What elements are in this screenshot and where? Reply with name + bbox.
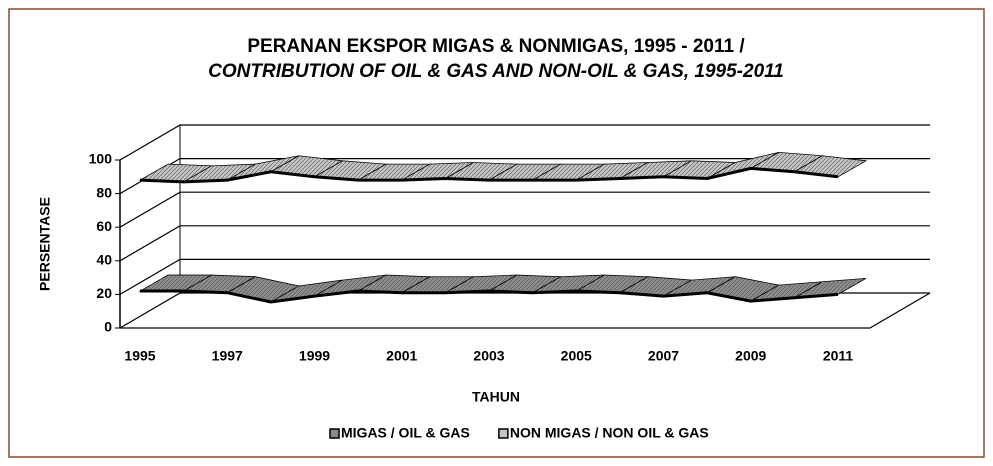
chart-title: PERANAN EKSPOR MIGAS & NONMIGAS, 1995 - … — [247, 36, 745, 57]
y-tick-label: 80 — [96, 184, 112, 200]
x-tick-label: 2001 — [386, 348, 417, 364]
ribbon-hatch — [489, 164, 561, 181]
ribbon-hatch — [619, 160, 692, 179]
ribbon-hatch — [576, 162, 648, 181]
x-tick-label: 1995 — [124, 348, 155, 364]
ribbon-hatch — [401, 276, 474, 293]
ribbon-hatch — [270, 280, 343, 302]
ribbon-hatch — [750, 281, 823, 302]
grid-line — [119, 158, 930, 195]
grid-line — [119, 191, 930, 228]
ribbon-hatch — [489, 275, 561, 293]
x-tick-label: 2005 — [561, 348, 592, 364]
legend-swatch — [329, 428, 340, 439]
plot-area: 0 20 40 60 80 100 1995 1997 1999 2001 2003 2005 2007… — [89, 124, 931, 441]
x-tick-label: 2011 — [823, 348, 854, 364]
grid-line — [119, 258, 930, 295]
ribbon-hatch — [140, 164, 212, 182]
x-tick-label: 2007 — [648, 348, 679, 364]
series-line — [140, 289, 839, 304]
frame — [8, 8, 985, 458]
ribbon-hatch — [576, 275, 648, 293]
ribbon-hatch — [401, 162, 474, 181]
ribbon-hatch — [445, 275, 517, 293]
ribbon-hatch — [750, 152, 823, 172]
series-line — [139, 166, 839, 184]
ribbon-hatch — [663, 276, 736, 297]
x-tick-label: 2003 — [473, 348, 504, 364]
y-axis-title: PERSENTASE — [37, 197, 53, 291]
ribbon-hatch — [619, 276, 692, 297]
ribbon-hatch — [314, 160, 387, 181]
x-tick-label: 1999 — [299, 348, 330, 364]
ribbon-hatch — [532, 164, 605, 181]
floor-edge — [120, 292, 931, 329]
ribbon-hatch — [358, 275, 430, 293]
x-tick-label: 1997 — [212, 348, 243, 364]
ribbon-hatch — [314, 275, 387, 297]
ribbon-hatch — [532, 275, 605, 293]
legend-label: NON MIGAS / NON OIL & GAS — [510, 425, 709, 441]
ribbon-hatch — [140, 275, 212, 292]
grid-line — [119, 225, 930, 262]
ribbon-hatch — [445, 162, 517, 181]
ribbon-hatch — [707, 152, 779, 179]
ribbon-hatch — [270, 155, 343, 177]
chart-subtitle: CONTRIBUTION OF OIL & GAS AND NON-OIL & … — [208, 61, 784, 82]
ribbon-hatch — [183, 275, 256, 293]
ribbon-hatch — [794, 155, 866, 177]
y-tick-label: 100 — [89, 151, 113, 167]
x-tick-label: 2009 — [735, 348, 766, 364]
ribbon-hatch — [794, 278, 866, 298]
y-tick-label: 20 — [96, 285, 112, 301]
x-axis-title: TAHUN — [472, 389, 520, 405]
legend-label: MIGAS / OIL & GAS — [341, 425, 470, 441]
ribbon-hatch — [183, 164, 256, 182]
ribbon-hatch — [358, 164, 430, 181]
legend-swatch — [498, 428, 509, 439]
ribbon-hatch — [663, 160, 736, 179]
y-tick-label: 60 — [96, 218, 112, 234]
y-tick-label: 40 — [96, 252, 112, 268]
ribbon-hatch — [227, 155, 299, 181]
grid-line — [119, 124, 930, 161]
y-tick-label: 0 — [104, 319, 112, 335]
